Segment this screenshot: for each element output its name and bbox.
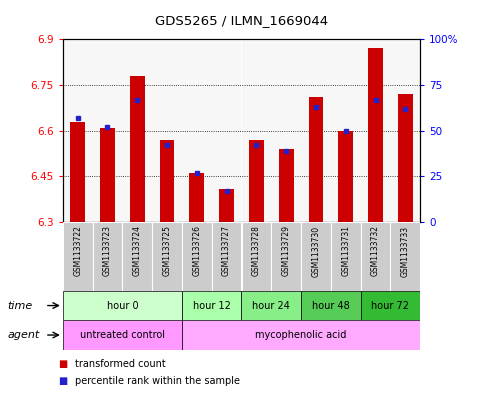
- Bar: [63, 320, 182, 350]
- Bar: [301, 291, 361, 320]
- Bar: [212, 39, 242, 222]
- Bar: [242, 39, 271, 222]
- Text: GSM1133729: GSM1133729: [282, 226, 291, 277]
- Text: GDS5265 / ILMN_1669044: GDS5265 / ILMN_1669044: [155, 14, 328, 27]
- Text: GSM1133725: GSM1133725: [163, 226, 171, 277]
- Bar: [182, 222, 212, 291]
- Bar: [271, 222, 301, 291]
- Bar: [398, 94, 413, 222]
- Bar: [63, 39, 93, 222]
- Bar: [182, 320, 420, 350]
- Bar: [63, 222, 93, 291]
- Text: hour 12: hour 12: [193, 301, 231, 310]
- Text: GSM1133728: GSM1133728: [252, 226, 261, 276]
- Bar: [93, 39, 122, 222]
- Text: GSM1133723: GSM1133723: [103, 226, 112, 277]
- Bar: [182, 39, 212, 222]
- Text: hour 72: hour 72: [371, 301, 410, 310]
- Bar: [361, 291, 420, 320]
- Bar: [309, 97, 324, 222]
- Bar: [100, 128, 115, 222]
- Text: transformed count: transformed count: [75, 358, 166, 369]
- Bar: [189, 173, 204, 222]
- Text: GSM1133727: GSM1133727: [222, 226, 231, 277]
- Text: GSM1133733: GSM1133733: [401, 226, 410, 277]
- Text: time: time: [7, 301, 32, 310]
- Bar: [152, 39, 182, 222]
- Bar: [63, 291, 182, 320]
- Text: GSM1133732: GSM1133732: [371, 226, 380, 277]
- Bar: [331, 39, 361, 222]
- Text: percentile rank within the sample: percentile rank within the sample: [75, 376, 240, 386]
- Bar: [242, 222, 271, 291]
- Bar: [390, 222, 420, 291]
- Bar: [249, 140, 264, 222]
- Bar: [301, 222, 331, 291]
- Text: ■: ■: [58, 358, 67, 369]
- Bar: [361, 39, 390, 222]
- Bar: [219, 189, 234, 222]
- Text: untreated control: untreated control: [80, 330, 165, 340]
- Bar: [70, 121, 85, 222]
- Bar: [122, 222, 152, 291]
- Bar: [361, 222, 390, 291]
- Text: GSM1133731: GSM1133731: [341, 226, 350, 277]
- Text: GSM1133730: GSM1133730: [312, 226, 320, 277]
- Text: mycophenolic acid: mycophenolic acid: [256, 330, 347, 340]
- Bar: [368, 48, 383, 222]
- Text: GSM1133726: GSM1133726: [192, 226, 201, 277]
- Text: GSM1133724: GSM1133724: [133, 226, 142, 277]
- Bar: [212, 222, 242, 291]
- Bar: [331, 222, 361, 291]
- Bar: [159, 140, 174, 222]
- Bar: [338, 131, 353, 222]
- Bar: [242, 291, 301, 320]
- Text: ■: ■: [58, 376, 67, 386]
- Text: hour 24: hour 24: [252, 301, 290, 310]
- Bar: [390, 39, 420, 222]
- Bar: [122, 39, 152, 222]
- Bar: [182, 291, 242, 320]
- Bar: [130, 76, 145, 222]
- Bar: [152, 222, 182, 291]
- Bar: [279, 149, 294, 222]
- Text: agent: agent: [7, 330, 40, 340]
- Text: hour 48: hour 48: [312, 301, 350, 310]
- Text: GSM1133722: GSM1133722: [73, 226, 82, 276]
- Bar: [271, 39, 301, 222]
- Bar: [301, 39, 331, 222]
- Bar: [93, 222, 122, 291]
- Text: hour 0: hour 0: [107, 301, 138, 310]
